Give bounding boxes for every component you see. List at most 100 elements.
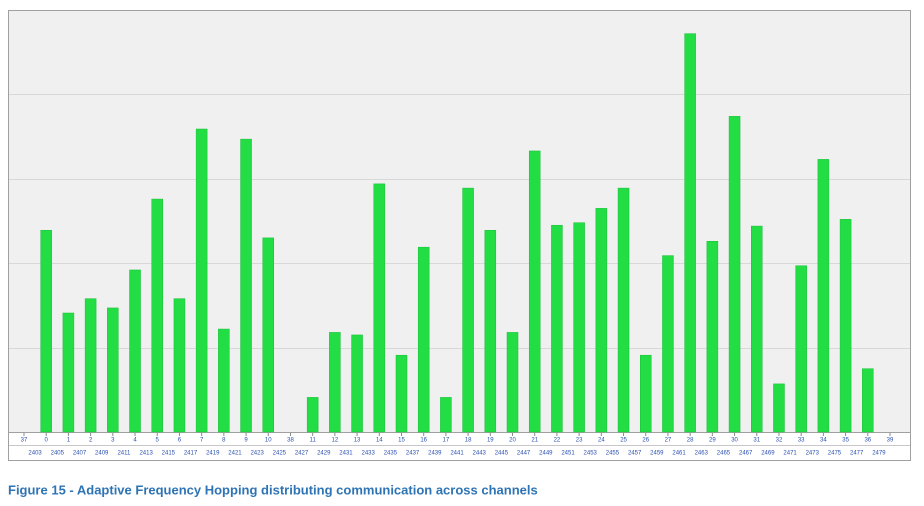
frequency-label: 2437 [406, 451, 420, 457]
frequency-label: 2413 [139, 451, 153, 457]
x-tick-label: 38 [287, 438, 294, 444]
frequency-label: 2473 [806, 451, 820, 457]
frequency-label: 2457 [628, 451, 642, 457]
frequency-label: 2449 [539, 451, 553, 457]
x-tick-label: 1 [67, 438, 71, 444]
x-tick-label: 15 [398, 438, 405, 444]
bar [151, 198, 163, 433]
bar [306, 397, 319, 433]
frequency-label: 2411 [117, 451, 131, 457]
bar [528, 150, 541, 433]
bar [129, 269, 141, 433]
frequency-label: 2479 [872, 451, 886, 457]
bar [839, 219, 852, 433]
x-tick-label: 4 [133, 438, 137, 444]
x-tick-label: 17 [443, 438, 450, 444]
bar [84, 298, 97, 433]
frequency-label: 2419 [206, 451, 220, 457]
frequency-label: 2425 [273, 451, 287, 457]
x-tick-label: 10 [265, 438, 272, 444]
bar [662, 255, 674, 433]
bar [728, 116, 741, 433]
x-tick-label: 27 [665, 438, 672, 444]
x-tick-label: 7 [200, 438, 204, 444]
x-tick-label: 31 [753, 438, 760, 444]
x-tick-label: 26 [642, 438, 649, 444]
frequency-label: 2405 [51, 451, 65, 457]
frequency-label: 2431 [339, 451, 353, 457]
x-tick-label: 29 [709, 438, 716, 444]
x-tick-label: 3 [111, 438, 115, 444]
bar [262, 237, 275, 433]
bar [240, 138, 252, 433]
frequency-label: 2421 [228, 451, 242, 457]
x-tick-label: 21 [531, 438, 538, 444]
x-tick-label: 0 [45, 438, 49, 444]
bar [617, 187, 630, 433]
x-tick-label: 18 [465, 438, 472, 444]
x-tick-label: 32 [776, 438, 783, 444]
x-tick-label: 2 [89, 438, 93, 444]
frequency-label: 2477 [850, 451, 864, 457]
x-tick-label: 28 [687, 438, 694, 444]
frequency-label: 2465 [717, 451, 731, 457]
frequency-label: 2415 [162, 451, 176, 457]
x-tick-label: 37 [21, 438, 28, 444]
frequency-label: 2471 [783, 451, 797, 457]
bar [40, 230, 52, 433]
bar [862, 368, 874, 433]
frequency-label: 2417 [184, 451, 198, 457]
x-tick-label: 39 [887, 438, 894, 444]
caption: Figure 15 - Adaptive Frequency Hopping d… [8, 482, 538, 497]
frequency-label: 2429 [317, 451, 331, 457]
x-tick-label: 23 [576, 438, 583, 444]
x-tick-label: 11 [310, 438, 317, 444]
bar [795, 265, 807, 433]
bar [62, 312, 75, 433]
bar [639, 354, 652, 433]
bar [484, 230, 497, 433]
x-tick-label: 33 [798, 438, 805, 444]
bar [351, 334, 363, 433]
x-tick-label: 6 [178, 438, 182, 444]
frequency-label: 2461 [672, 451, 686, 457]
bar [417, 246, 430, 433]
x-tick-label: 8 [222, 438, 226, 444]
bar [218, 328, 230, 433]
bar [551, 224, 563, 433]
bar [173, 298, 186, 433]
bar [440, 397, 452, 433]
bar [195, 128, 208, 433]
bar [395, 354, 408, 433]
frequency-label: 2463 [695, 451, 709, 457]
frequency-label: 2453 [584, 451, 598, 457]
x-tick-label: 25 [620, 438, 627, 444]
x-tick-label: 9 [244, 438, 248, 444]
bar [373, 183, 386, 433]
bar [329, 332, 341, 433]
bar [773, 383, 785, 433]
x-tick-label: 20 [509, 438, 516, 444]
x-tick-label: 16 [420, 438, 427, 444]
x-tick-label: 14 [376, 438, 383, 444]
frequency-label: 2475 [828, 451, 842, 457]
bar [817, 159, 830, 433]
bar [107, 307, 119, 433]
frequency-label: 2409 [95, 451, 109, 457]
frequency-label: 2439 [428, 451, 442, 457]
frequency-label: 2433 [361, 451, 375, 457]
frequency-label: 2467 [739, 451, 753, 457]
x-tick-label: 13 [354, 438, 361, 444]
frequency-label: 2451 [561, 451, 575, 457]
frequency-label: 2441 [450, 451, 464, 457]
bar [595, 208, 608, 433]
x-tick-label: 22 [554, 438, 561, 444]
frequency-label: 2447 [517, 451, 531, 457]
axis-strip [8, 432, 911, 461]
bar [706, 241, 719, 433]
frequency-label: 2459 [650, 451, 664, 457]
frequency-label: 2403 [28, 451, 42, 457]
frequency-label: 2435 [384, 451, 398, 457]
x-tick-label: 35 [842, 438, 849, 444]
